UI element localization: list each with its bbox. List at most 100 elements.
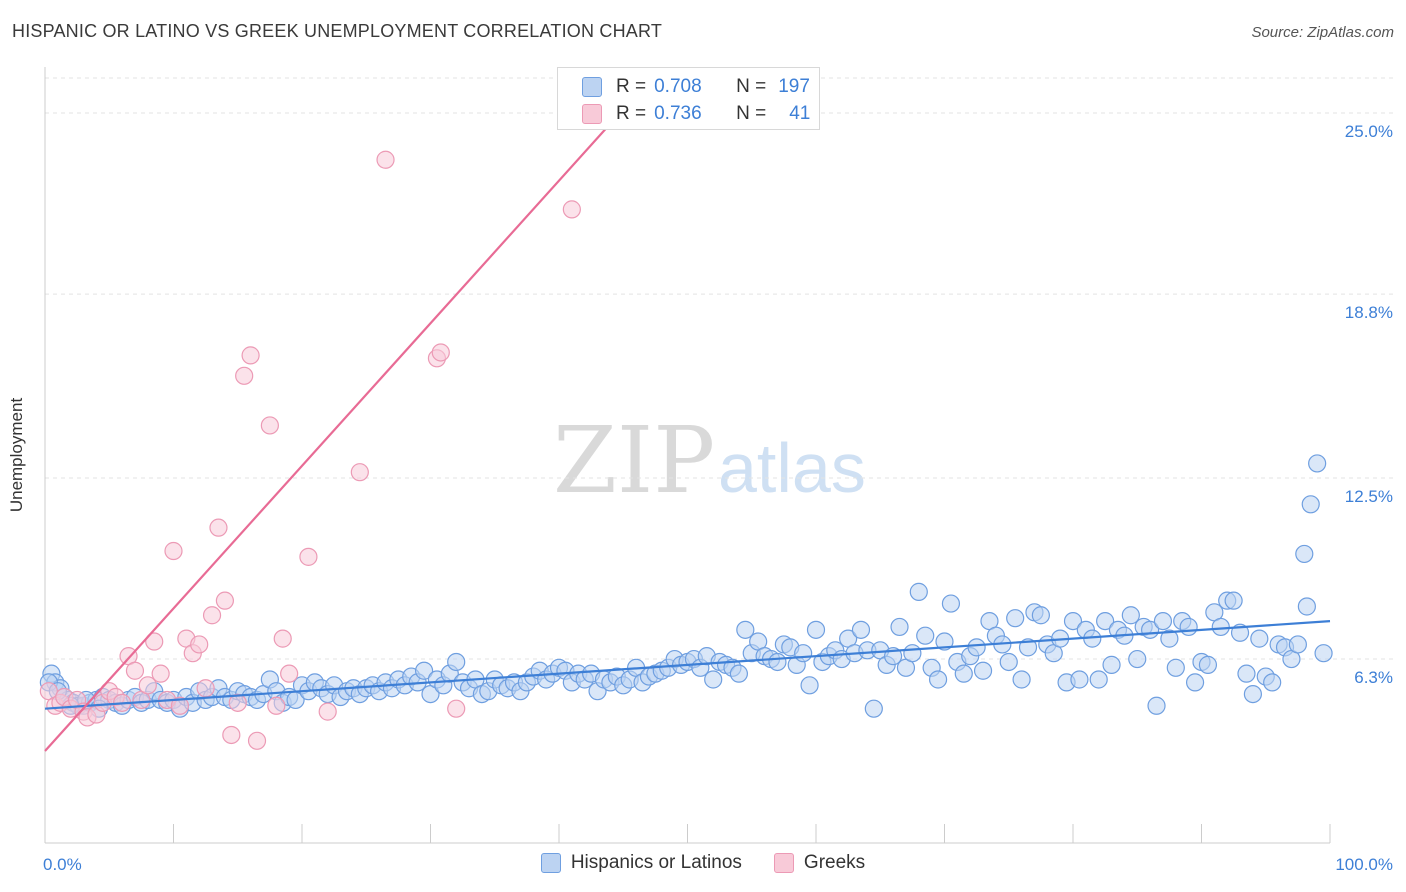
watermark-atlas: atlas bbox=[718, 429, 866, 507]
r-value-pink: 0.736 bbox=[654, 103, 702, 124]
greek-point bbox=[228, 693, 247, 712]
greek-point bbox=[145, 632, 164, 651]
hispanic-point bbox=[1063, 611, 1083, 631]
greek-point bbox=[151, 664, 170, 683]
hispanic-point bbox=[794, 644, 813, 663]
hispanic-point bbox=[1297, 597, 1316, 616]
greek-point bbox=[209, 518, 228, 537]
hispanic-point bbox=[704, 670, 723, 689]
hispanic-point bbox=[954, 664, 973, 683]
pink-swatch bbox=[582, 104, 602, 124]
greek-point bbox=[125, 661, 145, 680]
hispanic-point bbox=[973, 661, 993, 680]
hispanic-point bbox=[1243, 684, 1263, 704]
hispanic-point bbox=[1121, 606, 1140, 625]
hispanic-point bbox=[800, 676, 819, 695]
hispanic-point bbox=[1211, 617, 1230, 637]
greek-point bbox=[247, 731, 267, 750]
legend-label-hispanics: Hispanics or Latinos bbox=[570, 852, 742, 873]
hispanic-point bbox=[1160, 629, 1179, 648]
hispanic-point bbox=[729, 664, 749, 683]
hispanic-point bbox=[447, 652, 466, 672]
hispanic-point bbox=[1089, 670, 1108, 689]
hispanic-point bbox=[941, 594, 961, 613]
hispanic-point bbox=[1096, 611, 1115, 631]
greek-point bbox=[562, 200, 581, 219]
hispanic-point bbox=[1018, 638, 1038, 657]
hispanic-point bbox=[1198, 655, 1218, 674]
hispanic-point bbox=[806, 620, 826, 639]
legend-label-greeks: Greeks bbox=[803, 852, 866, 873]
hispanic-point bbox=[967, 638, 986, 657]
hispanic-point bbox=[1288, 635, 1307, 654]
hispanic-point bbox=[851, 620, 871, 639]
greek-trend-line bbox=[44, 77, 653, 752]
hispanic-point bbox=[736, 620, 755, 639]
hispanic-point bbox=[909, 582, 928, 601]
legend-swatch-pink bbox=[773, 853, 794, 873]
hispanic-point bbox=[1147, 696, 1166, 715]
y-axis-label: Unemployment bbox=[7, 397, 26, 513]
greek-point bbox=[235, 366, 254, 385]
hispanic-point bbox=[1070, 670, 1089, 689]
greek-point bbox=[215, 591, 234, 610]
stats-row-pink: R = 0.736 N = 41 bbox=[582, 101, 810, 127]
hispanic-point bbox=[1237, 664, 1256, 683]
greek-point bbox=[202, 606, 222, 625]
hispanic-point bbox=[1012, 670, 1031, 689]
n-value-blue: 197 bbox=[778, 76, 810, 97]
hispanic-point bbox=[1295, 544, 1314, 564]
greek-point bbox=[190, 635, 209, 654]
n-label-pink: N = bbox=[736, 103, 767, 124]
greek-point bbox=[350, 463, 369, 482]
legend-item-hispanics[interactable]: Hispanics or Latinos bbox=[540, 852, 742, 874]
hispanic-trend-line bbox=[44, 619, 1331, 710]
legend-swatch-blue bbox=[540, 853, 561, 873]
hispanic-point bbox=[1153, 611, 1173, 631]
hispanic-point bbox=[1102, 655, 1121, 674]
greek-point bbox=[267, 696, 286, 715]
greek-point bbox=[170, 696, 190, 715]
greek-point bbox=[241, 346, 260, 365]
r-label-pink: R = bbox=[616, 103, 647, 124]
hispanic-point bbox=[414, 661, 434, 680]
r-label-blue: R = bbox=[616, 76, 647, 97]
stats-legend: R = 0.708 N = 197 R = 0.736 N = 41 bbox=[557, 67, 820, 130]
hispanic-point bbox=[999, 652, 1018, 672]
hispanic-point bbox=[768, 652, 787, 672]
chart-title: HISPANIC OR LATINO VS GREEK UNEMPLOYMENT… bbox=[12, 21, 663, 41]
hispanic-point bbox=[916, 626, 935, 645]
greek-point bbox=[260, 416, 279, 435]
hispanic-point bbox=[1250, 629, 1269, 648]
hispanic-point bbox=[1179, 617, 1198, 637]
y-tick-label: 6.3% bbox=[1354, 668, 1393, 687]
y-tick-label: 12.5% bbox=[1345, 487, 1393, 506]
blue-swatch bbox=[582, 77, 602, 97]
hispanic-point bbox=[935, 632, 954, 651]
hispanic-point bbox=[1308, 454, 1327, 473]
n-value-pink: 41 bbox=[789, 103, 811, 124]
y-tick-label: 18.8% bbox=[1345, 303, 1393, 322]
hispanic-point bbox=[1031, 606, 1050, 625]
hispanic-point bbox=[1128, 649, 1147, 669]
x-tick-label-max: 100.0% bbox=[1335, 855, 1393, 874]
source-label: Source: ZipAtlas.com bbox=[1251, 24, 1394, 41]
greek-point bbox=[138, 676, 157, 695]
watermark-zip: ZIP bbox=[553, 407, 715, 514]
hispanic-point bbox=[1224, 591, 1243, 610]
hispanic-point bbox=[928, 670, 948, 689]
greek-point bbox=[376, 150, 395, 169]
x-tick-label-min: 0.0% bbox=[43, 855, 82, 874]
hispanic-point bbox=[1301, 495, 1320, 514]
greek-point bbox=[280, 664, 299, 683]
greek-point bbox=[318, 702, 337, 721]
greek-point bbox=[431, 343, 450, 362]
n-label-blue: N = bbox=[736, 76, 767, 97]
legend-item-greeks[interactable]: Greeks bbox=[773, 852, 866, 874]
y-tick-label: 25.0% bbox=[1345, 122, 1393, 141]
greek-point bbox=[164, 541, 183, 561]
hispanic-point bbox=[890, 617, 909, 637]
hispanic-point bbox=[1185, 673, 1205, 692]
hispanic-point bbox=[903, 644, 922, 663]
